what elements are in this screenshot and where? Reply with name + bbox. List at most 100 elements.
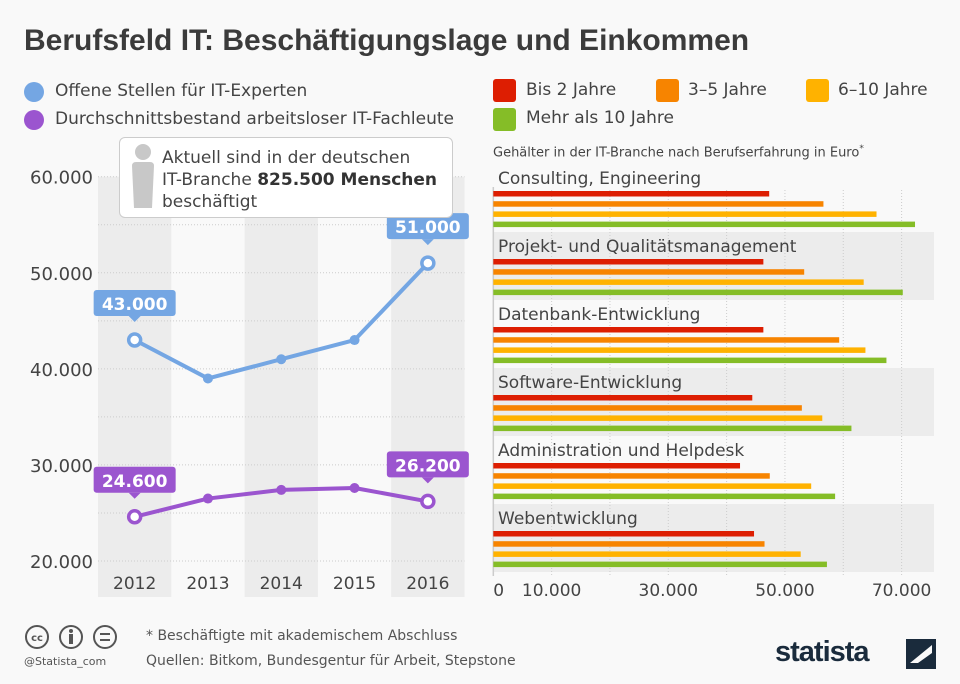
svg-text:cc: cc bbox=[31, 633, 43, 644]
legend-label-open-positions: Offene Stellen für IT-Experten bbox=[55, 81, 308, 101]
x-tick-label: 50.000 bbox=[755, 581, 814, 601]
data-label: 51.000 bbox=[395, 218, 461, 238]
legend-label-unemployed: Durchschnittsbestand arbeitsloser IT-Fac… bbox=[55, 109, 454, 129]
bar-chart-subtitle: Gehälter in der IT-Branche nach Berufser… bbox=[493, 144, 864, 160]
legend-label-bis-2: Bis 2 Jahre bbox=[526, 80, 617, 100]
year-column-band bbox=[391, 176, 465, 597]
legend-swatch-10-plus bbox=[493, 108, 516, 131]
category-label: Webentwicklung bbox=[498, 509, 638, 529]
data-point bbox=[349, 335, 360, 346]
statista-logo-text: statista bbox=[775, 636, 870, 668]
legend-label-10-plus: Mehr als 10 Jahre bbox=[526, 108, 675, 128]
bar bbox=[493, 201, 824, 207]
y-tick-label: 60.000 bbox=[30, 168, 93, 189]
bar bbox=[493, 463, 741, 469]
page-title: Berufsfeld IT: Beschäftigungslage und Ei… bbox=[24, 24, 750, 57]
callout-line-2-text: IT-Branche bbox=[162, 170, 258, 190]
category-label: Consulting, Engineering bbox=[498, 169, 701, 189]
bar bbox=[493, 561, 827, 568]
bar bbox=[493, 259, 764, 265]
bar bbox=[493, 191, 770, 197]
callout-text: Aktuell sind in der deutschen IT-Branche… bbox=[162, 147, 437, 213]
category-label: Projekt- und Qualitätsmanagement bbox=[498, 237, 797, 257]
statista-handle[interactable]: @Statista_com bbox=[24, 655, 107, 668]
bar bbox=[493, 395, 753, 401]
category-label: Administration und Helpdesk bbox=[498, 441, 744, 461]
legend-swatch-open-positions bbox=[24, 82, 44, 102]
bar bbox=[493, 405, 802, 411]
bar bbox=[493, 337, 840, 343]
bar bbox=[493, 541, 765, 547]
data-point bbox=[349, 482, 360, 493]
data-label-box bbox=[93, 466, 176, 493]
y-tick-label: 30.000 bbox=[30, 456, 93, 477]
data-label-pointer bbox=[421, 477, 434, 484]
bar bbox=[493, 473, 770, 479]
data-label: 26.200 bbox=[395, 456, 461, 476]
data-point bbox=[202, 373, 213, 384]
statista-logo[interactable]: statista bbox=[775, 636, 870, 669]
bar bbox=[493, 551, 801, 557]
bar bbox=[493, 531, 755, 537]
category-band bbox=[493, 232, 934, 300]
data-point bbox=[202, 493, 213, 504]
footnote: * Beschäftigte mit akademischem Abschlus… bbox=[146, 628, 458, 644]
legend-swatch-3-5 bbox=[656, 79, 679, 102]
bar-subtitle-text: Gehälter in der IT-Branche nach Berufser… bbox=[493, 145, 860, 161]
bar bbox=[493, 279, 864, 285]
callout-line-3: beschäftigt bbox=[162, 192, 258, 212]
bar bbox=[493, 211, 877, 217]
legend-label-6-10: 6–10 Jahre bbox=[838, 80, 928, 100]
data-point bbox=[276, 354, 287, 365]
bar bbox=[493, 347, 866, 353]
category-label: Software-Entwicklung bbox=[498, 373, 682, 393]
category-band bbox=[493, 368, 934, 436]
data-label-box bbox=[386, 213, 469, 240]
x-tick-label: 2015 bbox=[333, 574, 376, 594]
legend-swatch-unemployed bbox=[24, 110, 44, 130]
person-icon bbox=[132, 144, 154, 208]
statista-logo-icon bbox=[906, 639, 936, 669]
bar bbox=[493, 483, 812, 489]
y-tick-label: 50.000 bbox=[30, 264, 93, 285]
callout-employee-count: 825.500 Menschen bbox=[257, 170, 438, 190]
bar bbox=[493, 357, 887, 364]
callout-line-2: IT-Branche 825.500 Menschen bbox=[162, 169, 437, 191]
footnote-mark: * bbox=[859, 144, 864, 154]
y-tick-label: 20.000 bbox=[30, 552, 93, 573]
data-label: 24.600 bbox=[102, 472, 168, 492]
bar bbox=[493, 425, 852, 432]
cc-license-icons: cc bbox=[25, 625, 117, 649]
year-column-band bbox=[244, 176, 318, 597]
bar bbox=[493, 493, 836, 500]
legend-label-3-5: 3–5 Jahre bbox=[688, 80, 767, 100]
category-band bbox=[493, 504, 934, 572]
x-tick-label: 2016 bbox=[406, 574, 449, 594]
x-tick-label: 70.000 bbox=[872, 581, 931, 601]
data-label-box bbox=[386, 451, 469, 478]
legend-swatch-bis-2 bbox=[493, 79, 516, 102]
data-label: 43.000 bbox=[102, 295, 168, 315]
callout-line-1: Aktuell sind in der deutschen bbox=[162, 148, 411, 168]
data-label-pointer bbox=[128, 492, 141, 499]
bar bbox=[493, 415, 823, 421]
x-tick-label: 30.000 bbox=[639, 581, 698, 601]
data-point bbox=[126, 509, 143, 525]
category-label: Datenbank-Entwicklung bbox=[498, 305, 700, 325]
x-tick-label: 2012 bbox=[113, 574, 156, 594]
year-column-band bbox=[98, 176, 172, 597]
data-label-box bbox=[93, 290, 176, 317]
sources: Quellen: Bitkom, Bundesgentur für Arbeit… bbox=[146, 653, 516, 669]
x-tick-label: 2013 bbox=[186, 574, 229, 594]
bar bbox=[493, 327, 764, 333]
data-label-pointer bbox=[128, 316, 141, 323]
data-point bbox=[420, 493, 436, 510]
legend-swatch-6-10 bbox=[806, 79, 829, 102]
y-tick-label: 40.000 bbox=[30, 360, 93, 381]
employment-callout: Aktuell sind in der deutschen IT-Branche… bbox=[119, 137, 453, 218]
bar bbox=[493, 221, 916, 228]
bar bbox=[493, 269, 805, 275]
x-tick-label: 10.000 bbox=[522, 581, 581, 601]
